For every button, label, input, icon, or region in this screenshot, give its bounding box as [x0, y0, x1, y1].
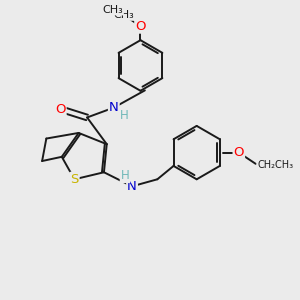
Text: N: N [127, 180, 137, 193]
Text: CH₃: CH₃ [103, 5, 123, 15]
Text: H: H [120, 109, 129, 122]
Text: O: O [55, 103, 66, 116]
Text: N: N [109, 101, 119, 114]
Text: methoxy: methoxy [122, 11, 128, 13]
Text: CH₂CH₃: CH₂CH₃ [257, 160, 293, 170]
Text: O: O [135, 20, 146, 33]
Text: CH₃: CH₃ [113, 10, 134, 20]
Text: S: S [70, 173, 79, 186]
Text: O: O [234, 146, 244, 159]
Text: H: H [121, 169, 129, 182]
